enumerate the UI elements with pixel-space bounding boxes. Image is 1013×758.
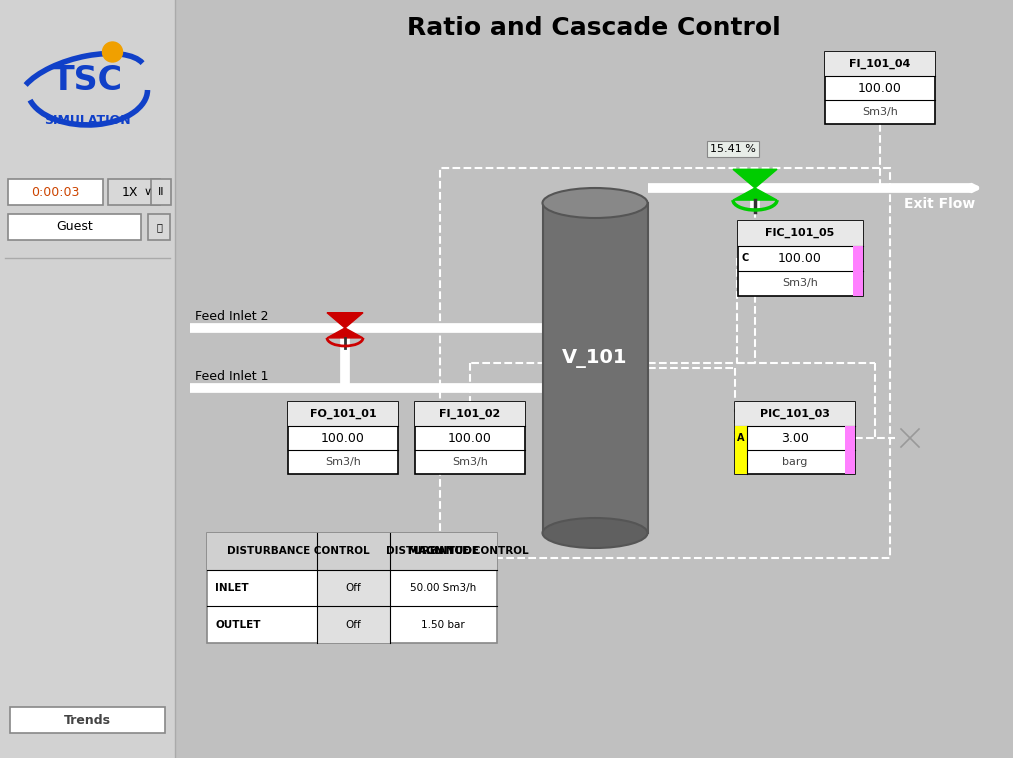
Bar <box>288 402 398 474</box>
Text: MAGNITUDE: MAGNITUDE <box>408 547 479 556</box>
Bar <box>825 52 935 76</box>
Text: 100.00: 100.00 <box>321 431 365 444</box>
Text: 100.00: 100.00 <box>448 431 492 444</box>
Bar <box>737 221 862 296</box>
Text: INLET: INLET <box>215 583 248 593</box>
Bar <box>175 0 1013 758</box>
Text: Exit Flow: Exit Flow <box>904 197 975 211</box>
Text: 100.00: 100.00 <box>778 252 822 265</box>
Text: 0:00:03: 0:00:03 <box>31 186 80 199</box>
Text: II: II <box>158 187 164 197</box>
Text: C: C <box>742 253 750 263</box>
Text: FIC_101_05: FIC_101_05 <box>766 228 835 238</box>
Bar <box>317 570 390 606</box>
Ellipse shape <box>543 518 647 548</box>
Bar <box>825 52 935 124</box>
Text: FI_101_04: FI_101_04 <box>849 59 911 69</box>
Circle shape <box>102 42 123 62</box>
Bar <box>415 402 525 474</box>
Bar <box>735 402 855 474</box>
Bar <box>845 426 855 474</box>
Text: A: A <box>737 433 745 443</box>
Bar <box>0 0 175 758</box>
Text: 50.00 Sm3/h: 50.00 Sm3/h <box>410 583 476 593</box>
Text: 100.00: 100.00 <box>858 82 902 95</box>
Bar <box>415 402 525 426</box>
Text: SIMULATION: SIMULATION <box>45 114 131 127</box>
Bar <box>735 402 855 426</box>
Text: Sm3/h: Sm3/h <box>782 278 817 288</box>
Text: ∨: ∨ <box>144 187 152 197</box>
Bar <box>8 179 103 205</box>
Polygon shape <box>327 328 363 338</box>
Text: Feed Inlet 2: Feed Inlet 2 <box>194 309 268 322</box>
Text: Sm3/h: Sm3/h <box>452 457 488 467</box>
Text: Off: Off <box>345 620 362 630</box>
Bar <box>735 426 747 474</box>
Text: Guest: Guest <box>56 221 93 233</box>
Text: 3.00: 3.00 <box>781 431 809 444</box>
Text: Sm3/h: Sm3/h <box>862 107 898 117</box>
Text: 15.41 %: 15.41 % <box>710 144 756 154</box>
Bar <box>317 606 390 643</box>
Text: Feed Inlet 1: Feed Inlet 1 <box>194 369 268 383</box>
Bar <box>288 402 398 426</box>
Bar <box>108 179 160 205</box>
Polygon shape <box>733 188 777 200</box>
Text: V_101: V_101 <box>562 349 628 368</box>
Text: barg: barg <box>782 457 807 467</box>
Bar <box>440 168 890 558</box>
Text: Ratio and Cascade Control: Ratio and Cascade Control <box>407 16 781 40</box>
Text: Trends: Trends <box>64 713 111 726</box>
Polygon shape <box>327 313 363 328</box>
Text: MAGNITUDE: MAGNITUDE <box>408 547 479 556</box>
Text: OUTLET: OUTLET <box>215 620 260 630</box>
Text: DISTURBANCE CONTROL: DISTURBANCE CONTROL <box>386 547 528 556</box>
Bar <box>148 214 170 240</box>
Bar <box>207 533 497 570</box>
Text: Off: Off <box>345 583 362 593</box>
Text: 1.50 bar: 1.50 bar <box>421 620 465 630</box>
Text: 1X: 1X <box>122 186 138 199</box>
Ellipse shape <box>543 188 647 218</box>
Bar <box>543 203 647 533</box>
Text: TSC: TSC <box>52 64 123 96</box>
Text: Sm3/h: Sm3/h <box>325 457 361 467</box>
Polygon shape <box>733 169 777 188</box>
Text: FI_101_02: FI_101_02 <box>440 409 500 419</box>
Bar <box>737 221 862 246</box>
Text: FO_101_01: FO_101_01 <box>310 409 376 419</box>
Bar <box>10 707 165 733</box>
Bar <box>8 214 141 240</box>
Bar <box>151 179 171 205</box>
Text: DISTURBANCE CONTROL: DISTURBANCE CONTROL <box>227 547 370 556</box>
Text: PIC_101_03: PIC_101_03 <box>760 409 830 419</box>
Bar <box>853 246 862 296</box>
Bar <box>207 533 497 643</box>
Text: 🔒: 🔒 <box>156 222 162 232</box>
